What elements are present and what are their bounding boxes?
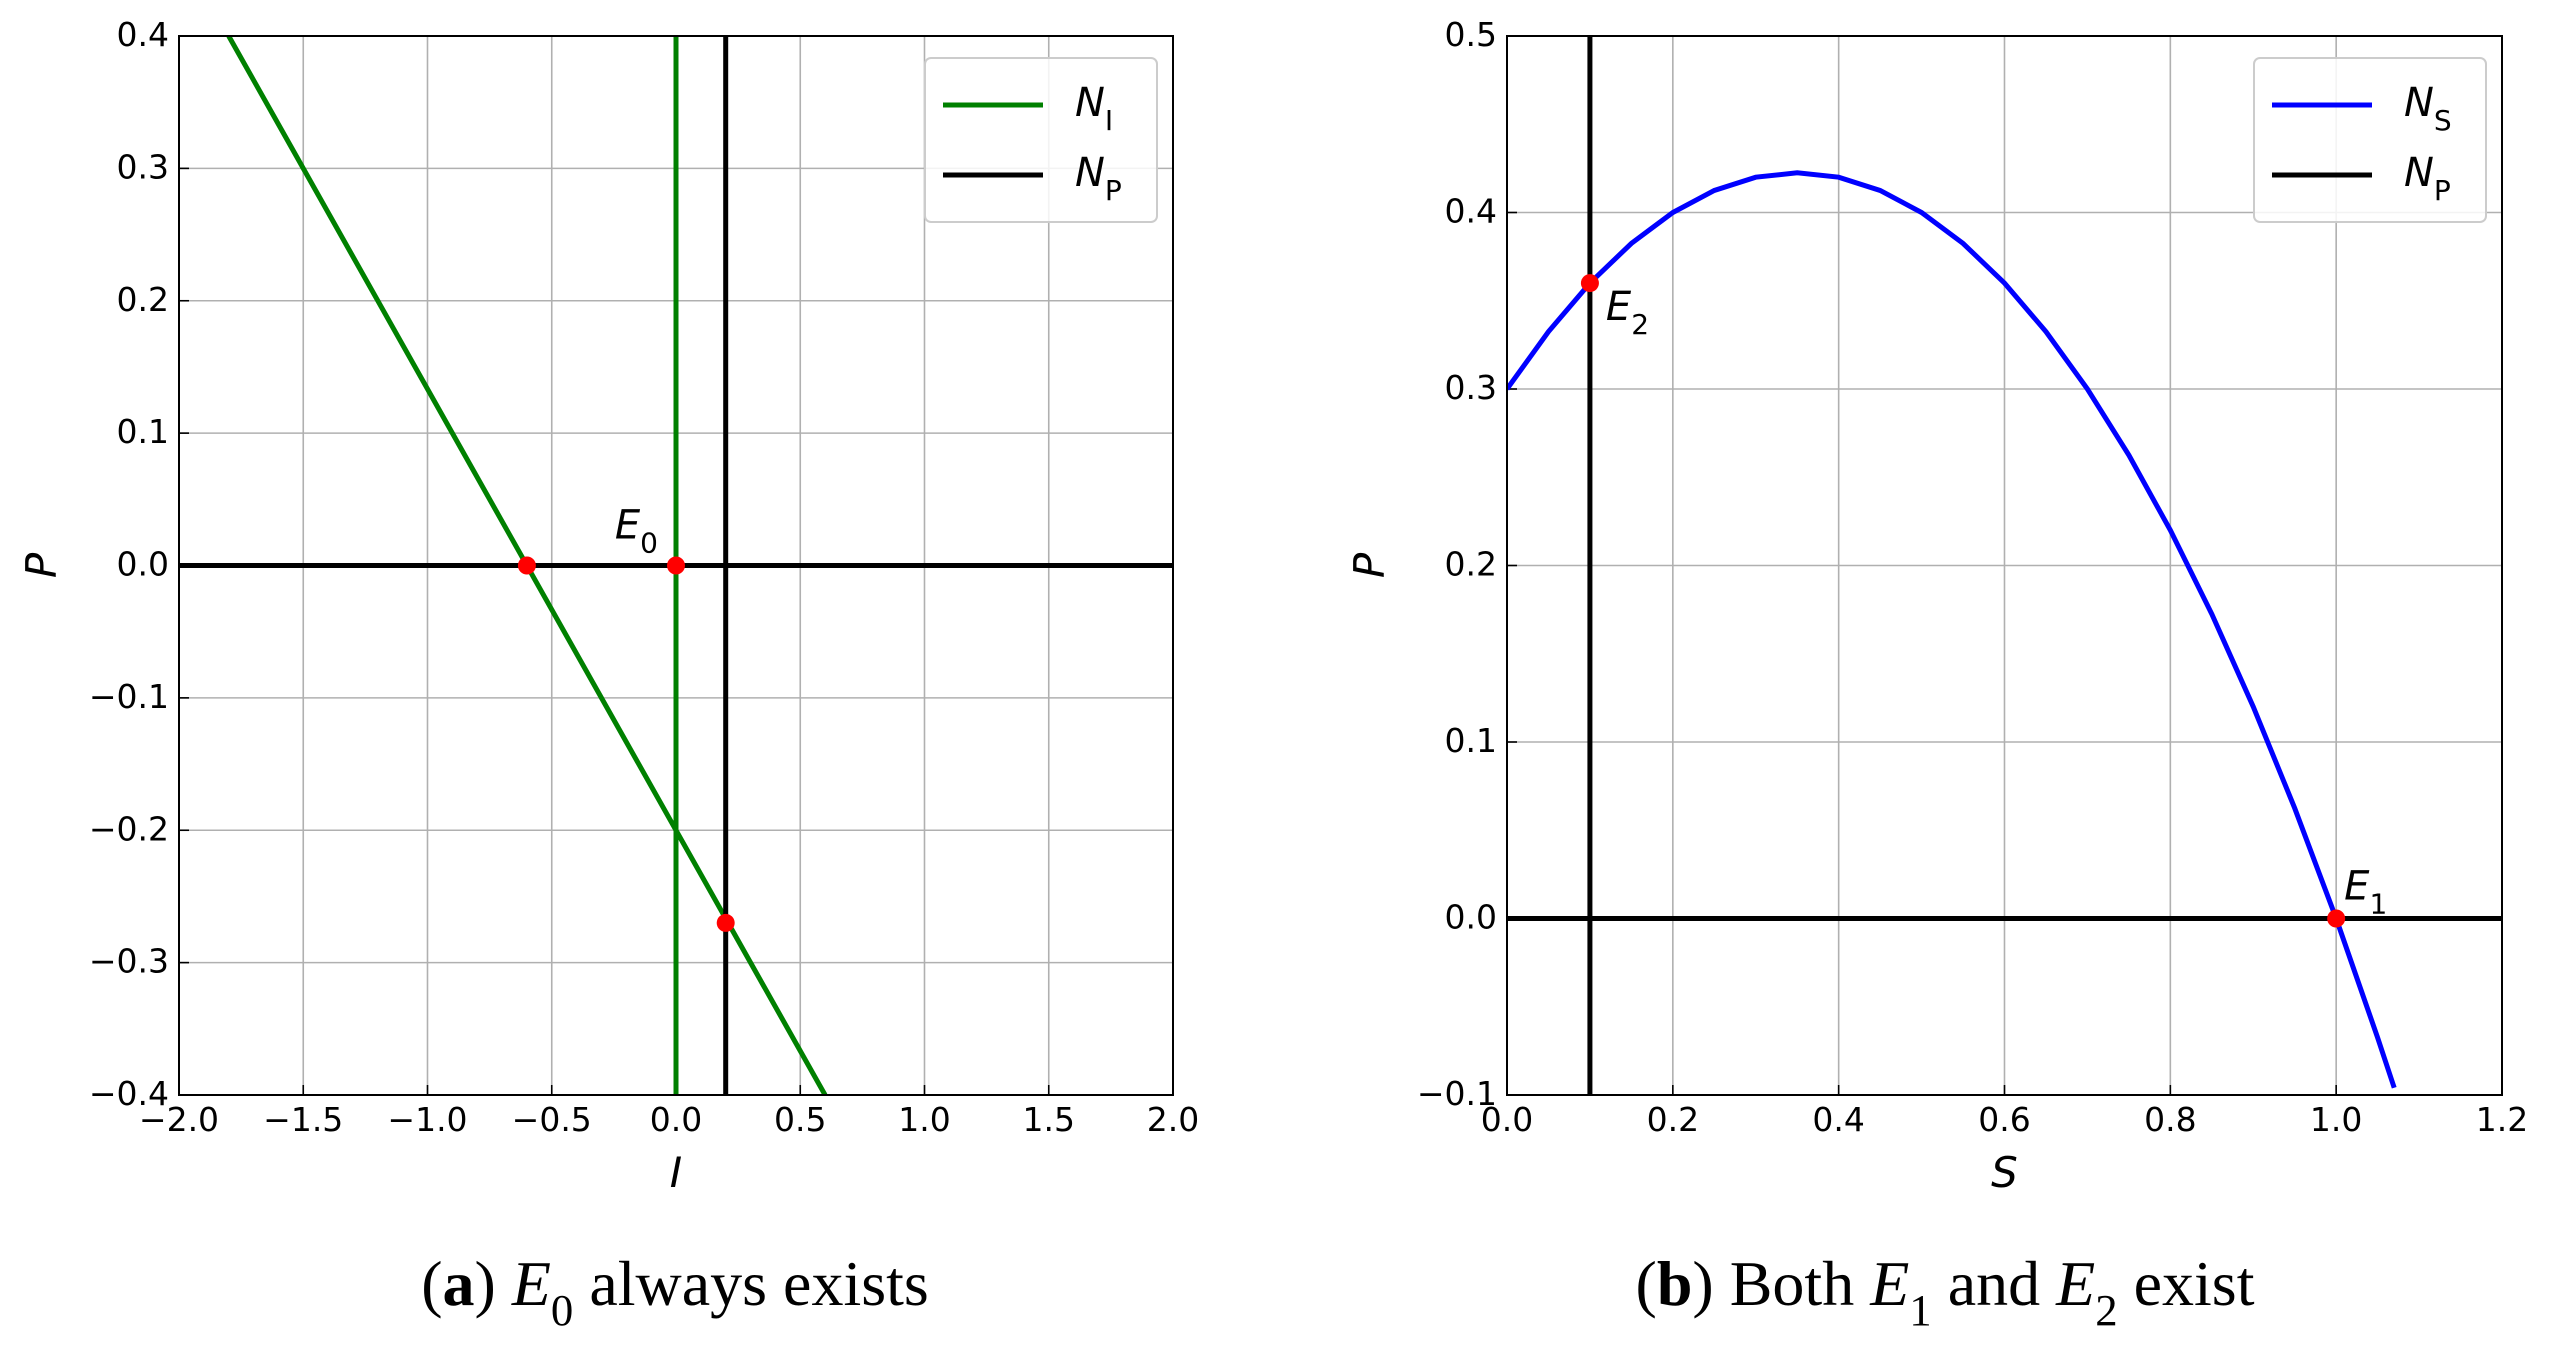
x-tick-label: 1.2 [2476, 1100, 2528, 1139]
y-tick-label: 0.2 [1445, 544, 1497, 583]
axes-frame [1506, 35, 2503, 1096]
y-tick-label: −0.1 [89, 676, 169, 715]
point [517, 556, 536, 575]
annotation: E0 [615, 503, 658, 560]
series-line [1507, 170, 2397, 1089]
y-axis-label: P [17, 552, 66, 578]
y-tick-label: 0.3 [117, 147, 169, 186]
legend-label: NP [1075, 150, 1122, 207]
chart: −2.0 −1.5 −1.0 −0.5 0.0 0.5 1.0 1.5 2.0 −0.4 −0.3 −… [17, 15, 1200, 1336]
x-tick-label: 2.0 [1147, 1100, 1199, 1139]
y-tick-label: −0.2 [89, 809, 169, 848]
x-tick-label: −1.5 [263, 1100, 343, 1139]
y-tick-label: 0.2 [117, 279, 169, 318]
chart: 0.0 0.2 0.4 0.6 0.8 1.0 1.2−0.10.00.10.20.30.4… [1345, 15, 2529, 1336]
legend-box [2253, 57, 2487, 223]
annotation: E1 [2344, 864, 2387, 921]
legend-label: NI [1075, 80, 1113, 137]
x-axis-label: I [670, 1148, 682, 1197]
x-tick-label: −0.5 [512, 1100, 592, 1139]
x-tick-label: 1.0 [898, 1100, 950, 1139]
x-tick-label: 0.8 [2144, 1100, 2196, 1139]
y-tick-label: 0.3 [1445, 368, 1497, 407]
x-axis-label: S [1991, 1148, 2018, 1197]
legend-label: NP [2404, 150, 2451, 207]
point [1580, 274, 1599, 293]
x-tick-label: −1.0 [387, 1100, 467, 1139]
y-axis-label: P [1345, 552, 1394, 578]
legend-box [924, 57, 1158, 223]
x-tick-label: −2.0 [139, 1100, 219, 1139]
y-tick-label: 0.0 [117, 544, 169, 583]
caption: (a) E0 always exists [421, 1248, 929, 1336]
y-tick-label: 0.4 [117, 15, 169, 54]
point [716, 913, 735, 932]
x-tick-label: 1.5 [1023, 1100, 1075, 1139]
x-tick-label: 1.0 [2310, 1100, 2362, 1139]
caption: (b) Both E1 and E2 exist [1636, 1248, 2255, 1336]
x-tick-label: 0.0 [650, 1100, 702, 1139]
axes-frame [178, 35, 1174, 1096]
x-tick-label: 0.0 [1481, 1100, 1533, 1139]
y-tick-label: 0.1 [1445, 721, 1497, 760]
x-tick-label: 0.5 [774, 1100, 826, 1139]
y-tick-label: 0.1 [117, 412, 169, 451]
point [2327, 909, 2346, 928]
x-tick-label: 0.2 [1647, 1100, 1699, 1139]
y-tick-label: −0.4 [89, 1074, 169, 1113]
y-tick-label: 0.0 [1445, 897, 1497, 936]
y-tick-label: −0.1 [1417, 1074, 1497, 1113]
y-tick-label: 0.4 [1445, 191, 1497, 230]
y-tick-label: 0.5 [1445, 15, 1497, 54]
x-tick-label: 0.6 [1978, 1100, 2030, 1139]
legend-label: NS [2404, 80, 2452, 137]
y-tick-label: −0.3 [89, 941, 169, 980]
point [667, 556, 685, 575]
x-tick-label: 0.4 [1812, 1100, 1864, 1139]
annotation: E2 [1606, 284, 1649, 341]
